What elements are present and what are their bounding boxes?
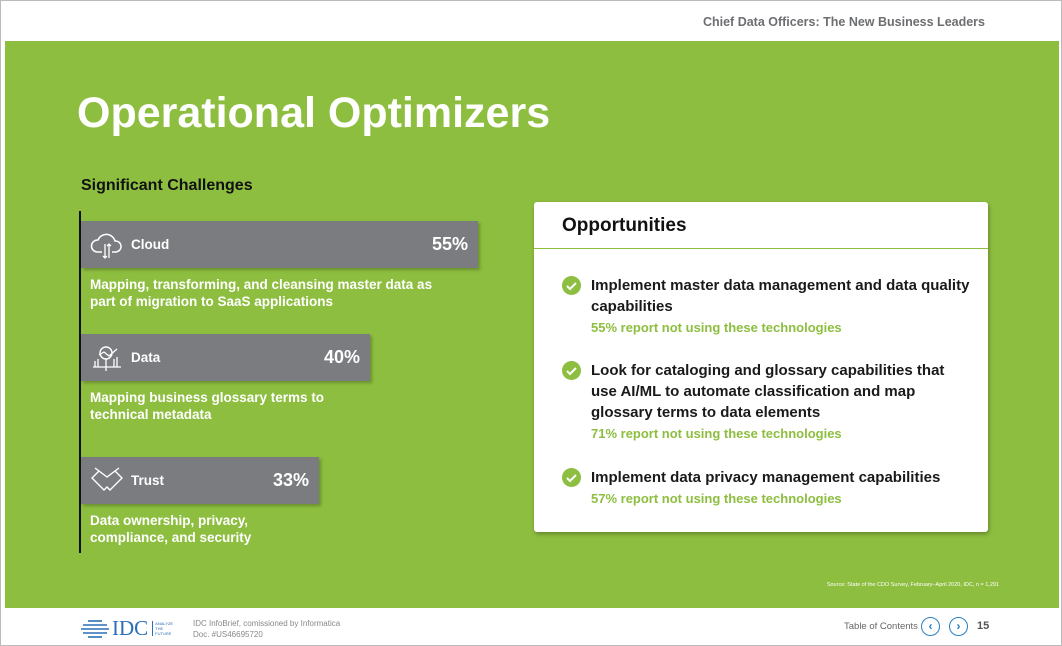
opportunity-item: Implement master data management and dat…	[562, 275, 971, 335]
opportunity-stat: 55% report not using these technologies	[591, 320, 842, 335]
opportunity-text: Look for cataloging and glossary capabil…	[591, 362, 945, 421]
challenge-label: Trust	[131, 473, 165, 488]
checkmark-icon	[562, 276, 581, 295]
page-title: Operational Optimizers	[77, 89, 551, 137]
challenge-description: Mapping, transforming, and cleansing mas…	[90, 277, 433, 309]
checkmark-icon	[562, 468, 581, 487]
opportunity-stat: 71% report not using these technologies	[591, 426, 842, 441]
idc-logo: IDC ANALYZE THE FUTURE	[80, 616, 174, 641]
opportunity-text: Implement master data management and dat…	[591, 277, 970, 315]
challenge-bar-trust: Trust 33%	[81, 457, 319, 504]
commission-line: IDC InfoBrief, comissioned by Informatic…	[193, 619, 341, 628]
opportunity-stat: 57% report not using these technologies	[591, 491, 842, 506]
idc-globe-icon	[81, 619, 109, 638]
table-of-contents-link[interactable]: Table of Contents	[844, 621, 918, 632]
challenge-description: Mapping business glossary terms to techn…	[90, 390, 325, 422]
doc-number: Doc. #US46695720	[193, 630, 263, 639]
challenge-label: Data	[131, 350, 161, 365]
challenge-percent: 40%	[323, 347, 360, 367]
opportunity-text: Implement data privacy management capabi…	[591, 469, 941, 486]
opportunity-item: Implement data privacy management capabi…	[562, 467, 971, 506]
divider-line	[79, 211, 81, 553]
next-page-button[interactable]: ›	[949, 617, 968, 636]
opportunities-heading: Opportunities	[534, 202, 988, 249]
previous-page-button[interactable]: ‹	[921, 617, 940, 636]
handshake-icon	[91, 466, 123, 491]
challenges-heading: Significant Challenges	[81, 177, 253, 194]
challenge-description: Data ownership, privacy, compliance, and…	[90, 513, 252, 545]
document-title: Chief Data Officers: The New Business Le…	[702, 15, 985, 29]
challenge-percent: 55%	[431, 234, 468, 254]
document-info: IDC InfoBrief, comissioned by Informatic…	[193, 618, 340, 640]
challenge-percent: 33%	[272, 470, 309, 490]
checkmark-icon	[562, 361, 581, 380]
source-note: Source: State of the CDO Survey, Februar…	[826, 582, 999, 588]
challenge-bar-cloud: Cloud 55%	[81, 221, 478, 268]
idc-tagline: ANALYZE THE FUTURE	[152, 621, 174, 636]
data-analytics-icon	[93, 345, 121, 371]
page-number: 15	[977, 620, 990, 632]
opportunity-item: Look for cataloging and glossary capabil…	[562, 360, 971, 441]
idc-logo-text: IDC	[112, 616, 149, 640]
challenge-label: Cloud	[131, 237, 170, 252]
challenge-bar-data: Data 40%	[81, 334, 370, 381]
opportunities-card: Opportunities Implement master data mana…	[534, 202, 988, 532]
cloud-upload-download-icon	[90, 233, 122, 259]
